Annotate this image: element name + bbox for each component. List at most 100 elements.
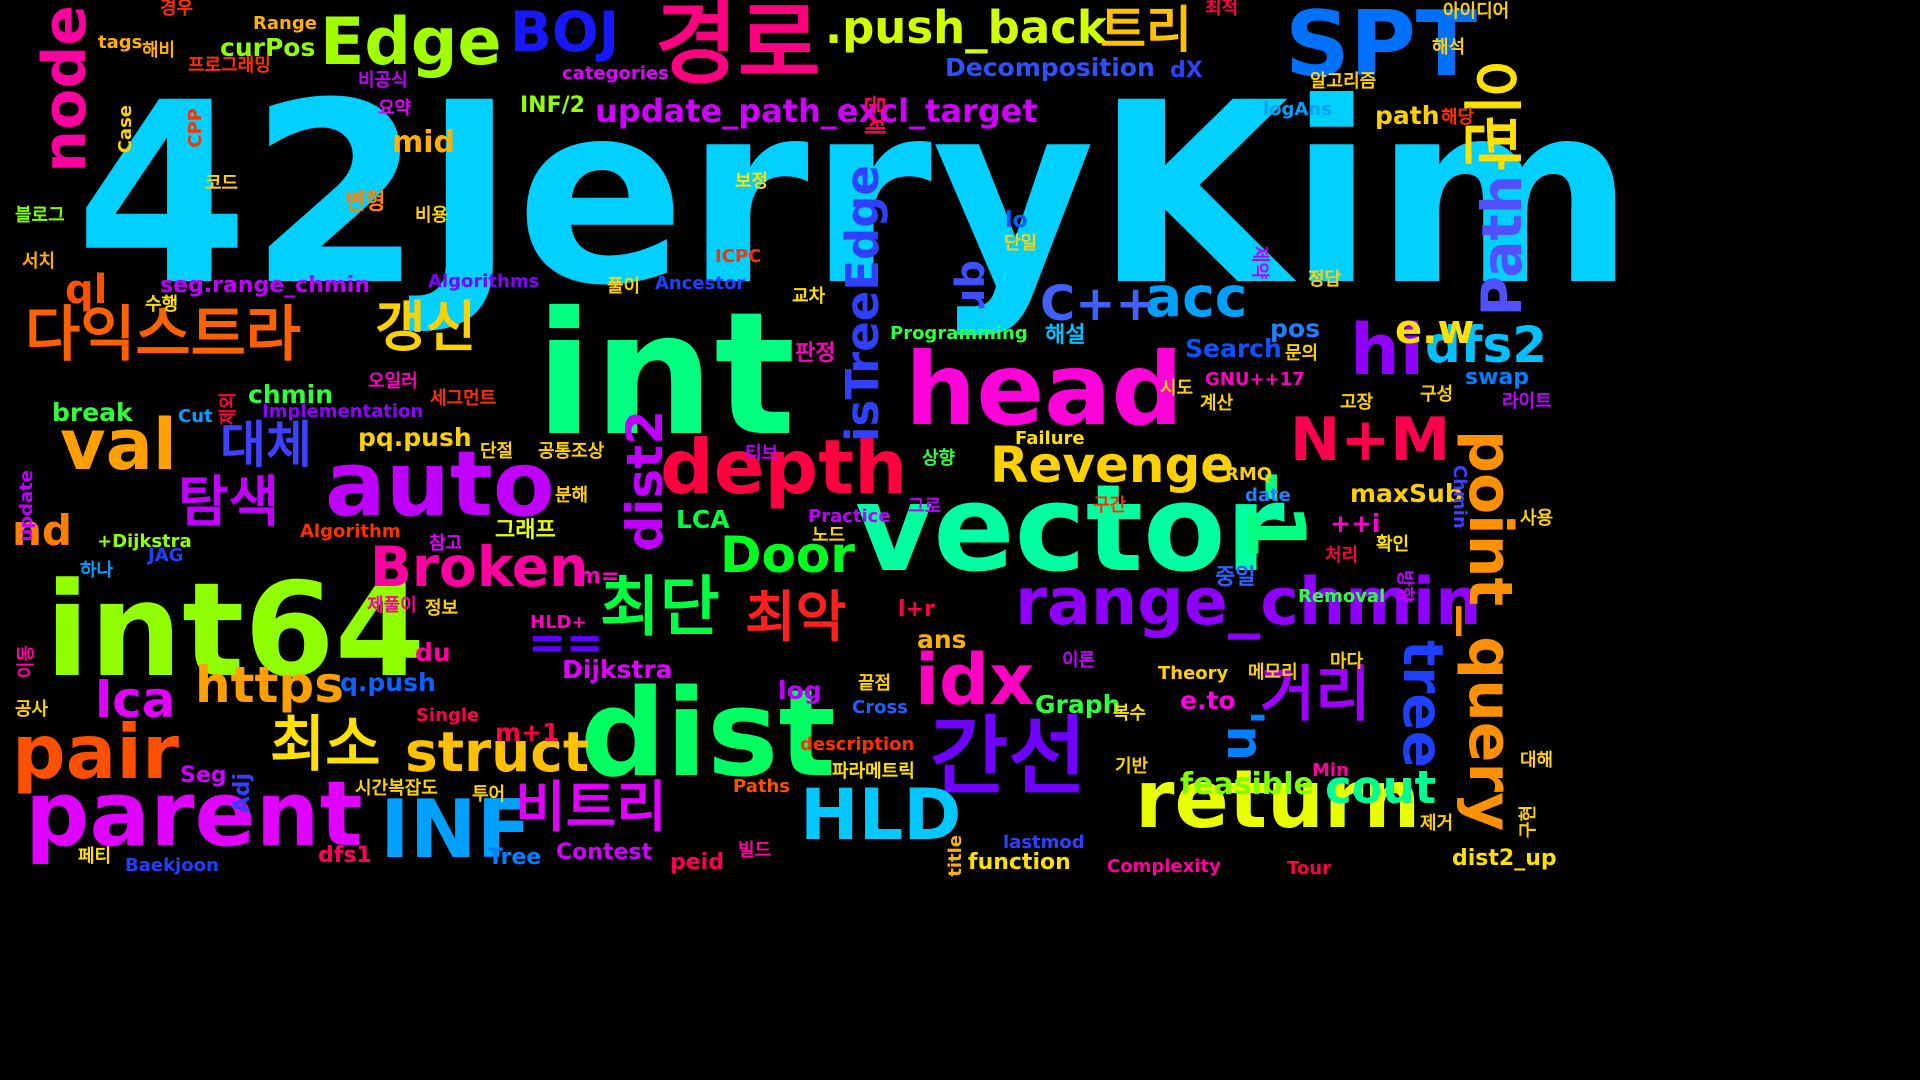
word-korean-154: 공통조상 [538,441,605,462]
word-decomposition-60: Decomposition [945,53,1155,82]
word-auto-6: auto [325,432,555,537]
word-revenge-29: Revenge [990,436,1235,494]
word-korean-192: 제약 [1249,246,1270,280]
word-korean-141: 요약 [378,98,412,119]
word-korean-190: 문의 [1285,343,1319,364]
word-dx-93: dX [1170,58,1203,83]
word-korean-193: 해석 [1432,37,1466,58]
word-ans-68: ans [917,625,967,654]
word-practice-102: Practice [808,506,891,527]
word-korean-156: 상향 [922,448,956,469]
word-theory-120: Theory [1158,663,1229,684]
word-struct-34: struct [405,720,590,784]
word-cout-48: cout [1325,761,1437,814]
word-korean-23: 거리 [1260,660,1371,730]
word-seg-88: Seg [180,763,227,788]
word-rmq-130: RMQ [1225,464,1273,485]
word-korean-101: 그래프 [495,518,556,543]
word-dijkstra-115: +Dijkstra [97,531,192,552]
word-push-back-41: .push_back [825,1,1107,54]
word-boj-30: BOJ [510,0,620,64]
word-description-122: description [800,734,915,755]
word-korean-185: 구성 [1420,384,1454,405]
word-korean-42: 트리 [1100,1,1192,59]
word-tags-114: tags [98,32,143,53]
word-korean-172: 복수 [1113,703,1147,724]
word-korean-35: 최소 [270,710,381,780]
word-korean-49: 갱신 [375,295,477,359]
word-korean-186: 라이트 [1502,391,1552,412]
word-hi-31: hi [1350,309,1424,391]
word-korean-158: 그로 [908,496,942,517]
word-korean-50: 대체 [220,416,312,474]
word-korean-178: 처리 [1325,545,1359,566]
word-break-65: break [52,398,133,427]
word-min-123: Min [1312,760,1349,781]
word-update-95: update [16,470,37,542]
word-hld-16: HLD [800,774,962,856]
word-korean-196: 아이디어 [1443,1,1510,22]
word-lca-47: lca [95,671,176,729]
word-lo-92: lo [1005,208,1028,233]
word-korean-8: 경로 [655,0,821,97]
word-korean-181: 대해 [1520,750,1554,771]
word-korean-96: 중일 [1215,565,1256,590]
word-korean-174: 메모리 [1248,662,1298,683]
word-korean-146: 서치 [22,251,56,272]
word-l-r-90: l+r [898,597,935,622]
word-algorithm-108: Algorithm [300,521,401,542]
word-dist2-up-87: dist2_up [1452,846,1557,871]
word-korean-142: 코드 [205,173,239,194]
word-korean-163: 정보 [425,598,459,619]
word-n-m-28: N+M [1290,405,1451,475]
word-korean-46: 탐색 [178,470,280,534]
word-depth-15: depth [660,423,908,511]
word-korean-136: 경우 [160,0,194,19]
word-korean-188: 계산 [1200,393,1234,414]
word-korean-147: 단일 [1004,233,1038,254]
word-korean-182: 제거 [1420,813,1454,834]
word-korean-176: 이론 [1062,650,1096,671]
word-pos-77: pos [1270,314,1320,343]
word-update-path-excl-target-58: update_path_excl_target [595,92,1038,130]
word-programming-105: Programming [890,323,1028,344]
word-q-push-70: q.push [340,668,436,697]
word-title-133: title [945,835,966,877]
word-inf-10: INF [380,783,532,876]
word-lca-67: LCA [676,505,730,534]
word-tour-127: Tour [1287,858,1331,879]
word-gnu-17-110: GNU++17 [1205,369,1305,390]
word-korean-173: 기반 [1115,756,1149,777]
word-korean-13: 간선 [930,708,1087,807]
word-failure-109: Failure [1015,428,1085,449]
word-korean-44: 최악 [745,585,847,649]
word-korean-191: 정답 [1308,269,1342,290]
word-int-1: int [535,276,796,474]
word-dijkstra-71: Dijkstra [562,655,673,684]
word-date-128: date [1245,485,1291,506]
word-m-91: m= [578,564,620,589]
word-korean-36: 비트리 [515,775,667,839]
word-adj-89: Adj [230,773,255,814]
word-hld-117: HLD+ [530,612,587,633]
word-logans-111: logAns [1263,99,1332,120]
word-korean-167: 파라메트릭 [832,761,915,782]
word-implementation-103: Implementation [262,401,424,422]
word-dfs2-40: dfs2 [1425,316,1548,374]
word-korean-137: 최적 [1205,0,1239,19]
word-korean-171: 페티 [78,846,112,867]
word-ancestor-106: Ancestor [655,273,746,294]
word-edge-18: Edge [320,5,502,80]
word-korean-169: 투어 [472,784,506,805]
word-acc-39: acc [1145,265,1248,329]
word-c-51: C++ [1040,276,1156,332]
word-nd-53: nd [12,506,72,555]
word-contest-83: Contest [556,840,652,865]
word-ql-56: ql [65,267,108,313]
word-korean-149: 풀이 [607,276,641,297]
word-korean-162: 제풀이 [367,595,417,616]
word-korean-100: 문제 [861,95,886,136]
word-node-22: node [30,5,100,173]
word-korean-187: 고장 [1340,392,1374,413]
word-korean-153: 단절 [480,441,514,462]
